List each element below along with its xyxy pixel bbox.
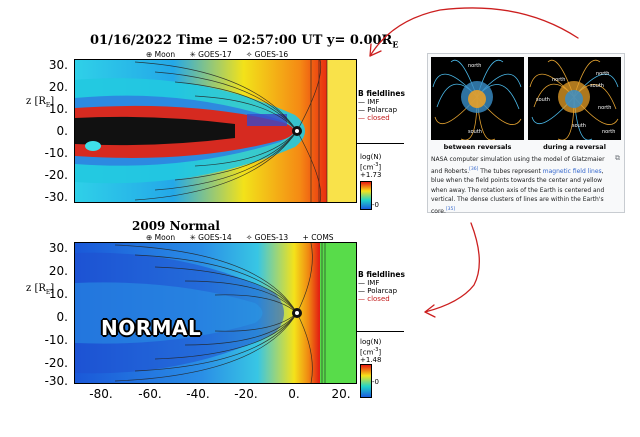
caption-between-reversals: between reversals [443, 143, 512, 151]
top-y-tick: -20. [44, 168, 68, 182]
bottom-magnetosphere-plot [74, 242, 357, 384]
legend-item-closed: — closed [358, 114, 390, 122]
bottom-x-tick: 0. [288, 387, 300, 401]
top-satellite-legend: ⊕ Moon ✳ GOES-17 ✧ GOES-16 [146, 50, 300, 59]
bottom-y-tick: 30. [48, 241, 68, 255]
bottom-fieldline-legend: B fieldlines — IMF — Polarcap — closed [358, 270, 405, 304]
bottom-y-axis-label: z [RE] [26, 283, 55, 296]
legend-item-imf: — IMF [358, 98, 380, 106]
bottom-x-tick: -80. [89, 387, 113, 401]
field-lines-graphic [432, 59, 522, 140]
north-label: north [596, 71, 610, 77]
legend-header: B fieldlines [358, 89, 405, 98]
bottom-colorbar [360, 364, 372, 398]
satellite-label: ⊕ Moon [146, 50, 176, 59]
wikipedia-figure: north south north south north south nort… [427, 53, 625, 215]
bottom-satellite-legend: ⊕ Moon ✳ GOES-14 ✧ GOES-13 + COMS [146, 233, 346, 242]
south-label: south [536, 97, 550, 103]
top-panel-title: 01/16/2022 Time = 02:57:00 UT y= 0.00RE [90, 33, 399, 50]
north-label: north [598, 105, 612, 111]
top-y-tick: 10. [48, 102, 68, 116]
bottom-y-tick: -20. [44, 356, 68, 370]
magnetic-field-lines-link[interactable]: magnetic field lines [542, 167, 602, 175]
top-plot-graphic [75, 60, 356, 202]
north-label: north [602, 129, 616, 135]
bottom-colorbar-label: log(N) [cm-3] +1.48 [360, 338, 382, 365]
citation-link[interactable]: [35] [445, 206, 456, 212]
image-between-reversals[interactable]: north south [431, 57, 524, 140]
north-label: north [552, 77, 566, 83]
bottom-plot-graphic [75, 243, 356, 383]
bottom-colorbar-min: -0 [372, 378, 379, 386]
top-fieldline-legend: B fieldlines — IMF — Polarcap — closed [358, 89, 405, 123]
satellite-label: ✧ GOES-13 [246, 233, 289, 242]
south-label: south [590, 83, 604, 89]
image-during-reversal[interactable]: north south north south north south nort… [528, 57, 621, 140]
legend-item-imf: — IMF [358, 279, 380, 287]
legend-header: B fieldlines [358, 270, 405, 279]
top-y-tick: 0. [56, 124, 68, 138]
top-y-axis-label: z [RE] [26, 96, 55, 109]
bottom-x-tick: 20. [331, 387, 351, 401]
bottom-y-tick: -30. [44, 374, 68, 388]
normal-overlay-text: NORMAL [101, 316, 202, 340]
legend-divider [356, 143, 404, 144]
arrow-to-top-panel [369, 7, 579, 57]
top-magnetosphere-plot [74, 59, 357, 203]
south-label: south [572, 123, 586, 129]
enlarge-icon[interactable]: ⧉ [615, 154, 620, 162]
field-lines-graphic [529, 59, 619, 140]
bottom-y-tick: -10. [44, 333, 68, 347]
bottom-y-tick: 10. [48, 287, 68, 301]
satellite-label: ⊕ Moon [146, 233, 176, 242]
bottom-x-tick: -40. [186, 387, 210, 401]
top-colorbar [360, 181, 372, 210]
citation-link[interactable]: [36] [469, 166, 479, 172]
bottom-y-tick: 20. [48, 264, 68, 278]
figure-caption: NASA computer simulation using the model… [431, 156, 605, 215]
caption-during-reversal: during a reversal [543, 143, 606, 151]
top-y-tick: 20. [48, 80, 68, 94]
legend-divider [356, 331, 404, 332]
south-label: south [468, 129, 482, 135]
bottom-panel-title: 2009 Normal [132, 219, 220, 233]
bottom-x-tick: -60. [138, 387, 162, 401]
bottom-y-tick: 0. [56, 310, 68, 324]
satellite-label: ✳ GOES-14 [189, 233, 232, 242]
legend-item-closed: — closed [358, 295, 390, 303]
top-y-tick: -10. [44, 146, 68, 160]
arrow-head [424, 304, 436, 318]
bottom-x-tick: -20. [234, 387, 258, 401]
arrow-to-bottom-panel [424, 222, 480, 313]
legend-item-polarcap: — Polarcap [358, 287, 398, 295]
top-y-tick: 30. [48, 58, 68, 72]
top-y-tick: -30. [44, 190, 68, 204]
satellite-label: ✳ GOES-17 [189, 50, 232, 59]
satellite-label: ✧ GOES-16 [246, 50, 289, 59]
satellite-label: + COMS [302, 233, 334, 242]
arrow-head [369, 43, 382, 57]
north-label: north [468, 63, 482, 69]
top-colorbar-label: log(N) [cm-3] +1.73 [360, 153, 382, 180]
top-colorbar-min: -0 [372, 201, 379, 209]
legend-item-polarcap: — Polarcap [358, 106, 398, 114]
